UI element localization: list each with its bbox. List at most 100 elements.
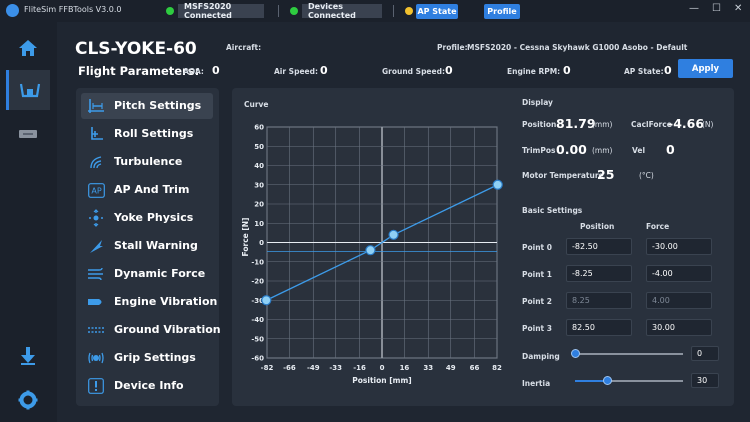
groundspeed-value: 0	[445, 64, 453, 77]
menu-item-label: Yoke Physics	[114, 211, 194, 224]
curve-point	[365, 245, 376, 256]
position-column-header: Position	[580, 222, 615, 231]
x-tick-label: 82	[492, 364, 502, 372]
trimpos-label: TrimPos	[522, 146, 556, 155]
vel-label: Vel	[632, 146, 646, 155]
menu-item-label: Pitch Settings	[114, 99, 202, 112]
flight-parameters-title: Flight Parameters:	[78, 64, 200, 78]
trimpos-unit: (mm)	[592, 146, 613, 155]
aircraft-label: Aircraft:	[226, 43, 262, 52]
y-tick-label: -60	[251, 355, 264, 363]
curve-label: Curve	[244, 100, 269, 109]
point-0-force-field[interactable]: -30.00	[646, 238, 712, 255]
turbulence-icon	[87, 153, 105, 171]
ap-icon-text: AP	[91, 186, 101, 195]
nav-yoke[interactable]	[6, 70, 50, 110]
menu-item-label: Dynamic Force	[114, 267, 206, 280]
ap-icon: AP	[87, 181, 105, 199]
inertia-label: Inertia	[522, 379, 551, 388]
point-0-position-field[interactable]: -82.50	[566, 238, 632, 255]
close-icon[interactable]: ✕	[734, 3, 743, 14]
airspeed-label: Air Speed:	[274, 67, 318, 76]
nav-device[interactable]	[6, 114, 50, 154]
inertia-slider-thumb[interactable]	[602, 376, 612, 385]
menu-item-device-info[interactable]: Device Info	[81, 373, 213, 399]
profile-button[interactable]: Profile	[484, 4, 520, 19]
inertia-slider-track[interactable]	[575, 380, 683, 382]
x-tick-label: 33	[423, 364, 433, 372]
nav-download[interactable]	[6, 336, 50, 376]
aoa-value: 0	[212, 64, 220, 77]
menu-item-yoke-physics[interactable]: Yoke Physics	[81, 205, 213, 231]
menu-item-roll-settings[interactable]: Roll Settings	[81, 121, 213, 147]
menu-item-stall-warning[interactable]: Stall Warning	[81, 233, 213, 259]
damping-slider-thumb[interactable]	[570, 349, 580, 358]
damping-value-field[interactable]: 0	[691, 346, 719, 361]
profile-value: MSFS2020 - Cessna Skyhawk G1000 Asobo - …	[467, 43, 688, 52]
x-tick-label: -66	[283, 364, 296, 372]
y-tick-label: -30	[251, 297, 264, 305]
x-tick-label: -16	[353, 364, 366, 372]
calcforce-unit: (N)	[702, 120, 714, 129]
x-tick-label: 0	[380, 364, 385, 372]
aoa-label: AOA:	[183, 67, 204, 76]
menu-item-turbulence[interactable]: Turbulence	[81, 149, 213, 175]
x-tick-label: 49	[446, 364, 456, 372]
y-tick-label: -10	[251, 258, 264, 266]
vel-value: 0	[666, 142, 675, 157]
nav-settings[interactable]	[6, 380, 50, 420]
left-nav-bar	[0, 22, 57, 422]
point-1-position-field[interactable]: -8.25	[566, 265, 632, 282]
divider	[393, 5, 394, 17]
maximize-icon[interactable]: ☐	[712, 3, 721, 14]
menu-item-ground-vibration[interactable]: Ground Vibration	[81, 317, 221, 343]
divider	[278, 5, 279, 17]
force-curve-chart[interactable]: -82 -66 -49 -33 -16 0 16 33 49 66 82 60 50 40 30 20 10 0 -…	[236, 110, 516, 405]
ap-state-button[interactable]: AP State	[416, 4, 458, 19]
y-axis-label: Force [N]	[241, 218, 250, 257]
damping-slider-track[interactable]	[575, 353, 683, 355]
devices-status-dot-icon	[290, 7, 298, 15]
info-icon	[87, 377, 105, 395]
calcforce-label: CaclForce	[631, 120, 672, 129]
curve-point	[261, 295, 272, 306]
position-label: Position	[522, 120, 557, 129]
point-label: Point 2	[522, 297, 552, 306]
force-column-header: Force	[646, 222, 670, 231]
device-title: CLS-YOKE-60	[75, 39, 197, 59]
x-tick-label: 16	[400, 364, 410, 372]
groundspeed-label: Ground Speed:	[382, 67, 445, 76]
curve-point	[492, 179, 503, 190]
menu-item-dynamic-force[interactable]: Dynamic Force	[81, 261, 213, 287]
rpm-value: 0	[563, 64, 571, 77]
curve-line	[266, 184, 498, 301]
y-tick-label: -20	[251, 278, 264, 286]
menu-item-label: Turbulence	[114, 155, 183, 168]
menu-item-pitch-settings[interactable]: Pitch Settings	[81, 93, 213, 119]
y-tick-label: 10	[254, 220, 264, 228]
motor-temp-value: 25	[597, 167, 615, 182]
point-1-force-field[interactable]: -4.00	[646, 265, 712, 282]
nav-home[interactable]	[6, 28, 50, 68]
menu-item-grip-settings[interactable]: Grip Settings	[81, 345, 213, 371]
x-axis-label: Position [mm]	[352, 376, 411, 385]
ap-state-value: 0	[664, 64, 672, 77]
basic-settings-title: Basic Settings	[522, 206, 583, 215]
minimize-icon[interactable]: —	[689, 3, 699, 14]
apply-button[interactable]: Apply	[678, 59, 733, 78]
rpm-label: Engine RPM:	[507, 67, 561, 76]
menu-item-label: Device Info	[114, 379, 184, 392]
inertia-slider-fill	[575, 380, 608, 382]
point-3-position-field[interactable]: 82.50	[566, 319, 632, 336]
point-label: Point 0	[522, 243, 552, 252]
ground-icon	[87, 321, 105, 339]
inertia-value-field[interactable]: 30	[691, 373, 719, 388]
damping-label: Damping	[522, 352, 560, 361]
y-tick-label: 30	[254, 181, 264, 189]
point-2-force-field[interactable]: 4.00	[646, 292, 712, 309]
point-2-position-field[interactable]: 8.25	[566, 292, 632, 309]
menu-item-engine-vibration[interactable]: Engine Vibration	[81, 289, 217, 315]
point-3-force-field[interactable]: 30.00	[646, 319, 712, 336]
menu-item-ap-and-trim[interactable]: AP AP And Trim	[81, 177, 213, 203]
calcforce-value: -4.66	[668, 116, 705, 131]
